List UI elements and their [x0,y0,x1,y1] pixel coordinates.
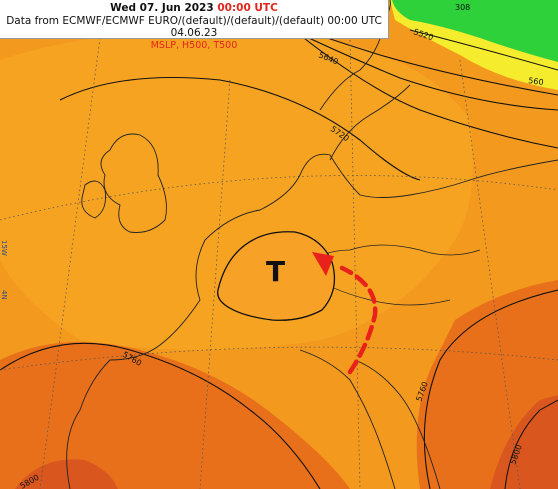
dark-orange-sw [0,342,350,489]
green-area [392,0,558,62]
contour-line [59,76,421,181]
red-orange-sw [15,459,118,489]
coastline-continent [66,153,558,489]
contour-label: 560 [528,76,544,87]
light-orange-area [0,30,473,351]
header-title: Wed 07. Jun 2023 00:00 UTC [0,2,388,15]
contour-line [299,34,558,149]
contour-line [423,289,558,489]
header-fields: MSLP, H500, T500 [150,39,238,51]
graticule [459,59,521,489]
coastline-ireland [81,180,106,219]
contour-label: 308 [455,3,470,12]
coastline-british-isles [100,133,167,233]
red-dashed-arrow [339,265,378,375]
coastline-balkans [354,359,441,489]
contour-line [504,399,558,489]
graticule-label: 4N [0,290,8,300]
graticule-label: 15W [0,240,8,256]
header-source: Data from ECMWF/ECMWF EURO/(default)/(de… [6,14,382,40]
coastline-scandinavia [319,0,411,161]
graticule [0,346,558,371]
low-pressure-label: T [266,255,285,288]
low-pressure-outline [217,231,336,321]
header-date: Wed 07. Jun 2023 [110,2,214,14]
header-time: 00:00 UTC [217,2,278,14]
red-arrow-head [312,252,334,276]
graticule [199,79,231,489]
graticule [349,39,361,489]
graticule [39,37,101,489]
map-header: Wed 07. Jun 2023 00:00 UTC Data from ECM… [0,0,389,51]
coastline-italy [299,349,396,489]
red-orange-se [490,395,558,489]
contour-line [0,342,321,489]
contour-line [409,29,558,71]
